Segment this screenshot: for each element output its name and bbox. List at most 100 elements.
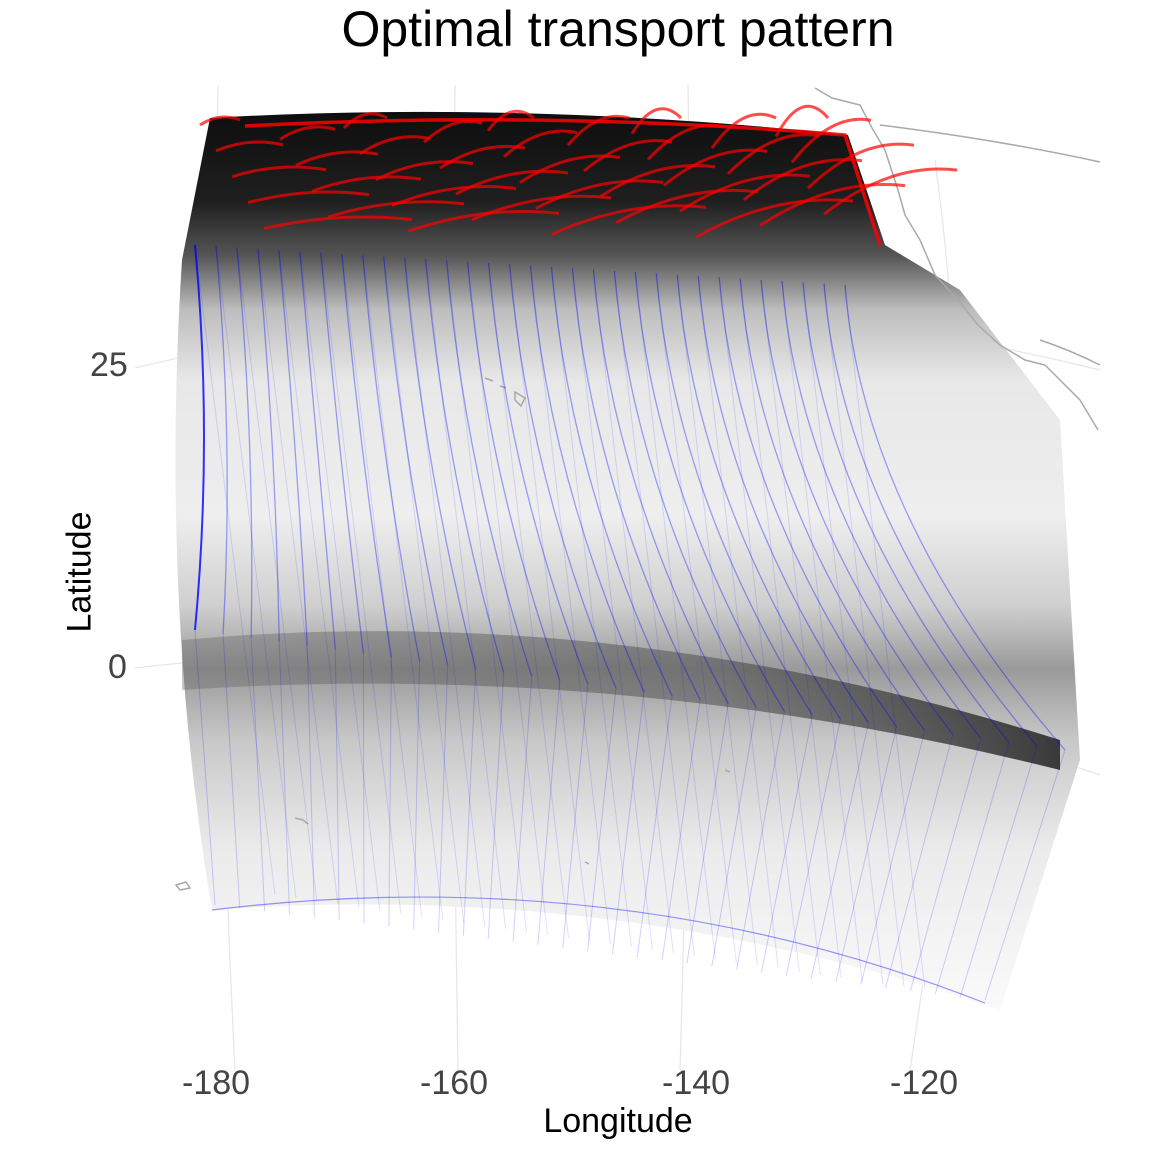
high-mass-transport-lines bbox=[199, 104, 958, 246]
flow-line bbox=[529, 265, 645, 693]
high-mass-flow-line bbox=[743, 158, 863, 201]
x-tick-label: -180 bbox=[182, 1064, 251, 1102]
flow-line bbox=[587, 688, 617, 952]
high-mass-flow-line bbox=[295, 150, 379, 167]
flow-line bbox=[739, 278, 821, 975]
flow-line bbox=[425, 259, 507, 929]
high-mass-flow-line bbox=[471, 194, 612, 222]
high-mass-flow-line bbox=[391, 185, 517, 207]
high-mass-flow-line bbox=[263, 215, 413, 230]
flow-line bbox=[781, 281, 863, 981]
flow-line bbox=[278, 641, 291, 915]
high-mass-flow-line bbox=[215, 140, 284, 153]
flow-line bbox=[636, 695, 673, 958]
flow-line bbox=[341, 253, 423, 917]
flow-line bbox=[676, 274, 758, 966]
flow-line bbox=[257, 248, 280, 642]
flow-line bbox=[802, 282, 884, 984]
high-mass-flow-line bbox=[759, 182, 906, 227]
flow-line bbox=[760, 715, 813, 973]
high-mass-flow-line bbox=[359, 135, 431, 156]
flow-line bbox=[718, 277, 800, 972]
flow-line bbox=[655, 273, 813, 716]
flow-line bbox=[487, 263, 589, 685]
flow-line bbox=[634, 272, 785, 712]
flow-line bbox=[462, 668, 477, 936]
flow-line bbox=[383, 256, 465, 923]
flow-line bbox=[550, 266, 632, 948]
flow-line bbox=[860, 730, 926, 985]
flow-line bbox=[910, 738, 982, 991]
flow-line bbox=[611, 691, 645, 955]
y-tick-label: 25 bbox=[90, 346, 128, 384]
flow-line bbox=[362, 653, 365, 924]
high-mass-flow-line bbox=[231, 165, 327, 179]
high-mass-flow-line bbox=[599, 163, 716, 199]
x-axis-label: Longitude bbox=[543, 1102, 693, 1140]
high-mass-flow-line bbox=[199, 115, 241, 127]
flow-line bbox=[388, 657, 392, 927]
flow-line bbox=[697, 275, 870, 724]
density-band-dark bbox=[182, 631, 1060, 770]
flow-line bbox=[438, 664, 449, 933]
flow-line bbox=[383, 256, 449, 665]
flow-line bbox=[697, 275, 779, 969]
flow-line bbox=[802, 282, 1010, 743]
flow-line bbox=[236, 247, 253, 638]
flow-line bbox=[194, 244, 276, 896]
flow-line bbox=[785, 718, 841, 976]
flow-line bbox=[413, 660, 421, 930]
high-mass-flow-line bbox=[630, 107, 683, 135]
flow-line bbox=[781, 281, 982, 739]
high-mass-flow-line bbox=[774, 104, 830, 138]
flow-line bbox=[529, 265, 611, 945]
x-tick-label: -160 bbox=[420, 1064, 489, 1102]
flow-line bbox=[512, 676, 533, 942]
flow-line bbox=[278, 250, 308, 646]
flow-line bbox=[334, 649, 340, 921]
flow-line bbox=[571, 268, 701, 700]
flow-line bbox=[362, 255, 444, 920]
high-mass-flow-line bbox=[726, 133, 820, 175]
high-mass-flow-line bbox=[710, 112, 777, 149]
flow-line bbox=[550, 266, 673, 697]
flow-line bbox=[257, 248, 339, 905]
flow-line bbox=[844, 284, 926, 991]
transport-lines bbox=[194, 244, 1066, 1004]
y-tick-label: 0 bbox=[108, 648, 127, 686]
high-mass-flow-line bbox=[342, 112, 388, 129]
flow-line bbox=[445, 260, 533, 677]
high-mass-flow-line bbox=[439, 144, 526, 170]
high-mass-flow-line bbox=[422, 119, 483, 144]
high-mass-flow-line bbox=[279, 125, 336, 141]
flow-line bbox=[404, 257, 486, 926]
flow-line bbox=[718, 277, 898, 728]
flow-line bbox=[661, 699, 701, 961]
high-mass-flow-line bbox=[244, 118, 882, 246]
flow-line bbox=[823, 283, 1038, 747]
flow-line bbox=[341, 253, 393, 658]
border-line bbox=[879, 124, 1101, 163]
high-mass-flow-line bbox=[503, 129, 578, 158]
high-mass-flow-line bbox=[311, 175, 422, 193]
flow-line bbox=[537, 680, 561, 945]
high-mass-flow-line bbox=[790, 117, 872, 164]
x-tick-label: -120 bbox=[890, 1064, 959, 1102]
border-line bbox=[1039, 339, 1101, 366]
flow-line bbox=[424, 259, 505, 673]
flow-line bbox=[211, 896, 986, 1004]
flow-line bbox=[362, 255, 421, 662]
flow-line bbox=[760, 279, 954, 735]
coastlines bbox=[174, 87, 1101, 891]
flow-line bbox=[823, 283, 905, 987]
flow-line bbox=[686, 703, 729, 964]
flow-line bbox=[404, 257, 477, 669]
flow-line bbox=[934, 742, 1010, 995]
density-grid bbox=[175, 111, 1080, 1011]
high-mass-flow-line bbox=[679, 173, 811, 213]
high-mass-flow-line bbox=[535, 179, 664, 210]
x-tick-label: -140 bbox=[662, 1064, 731, 1102]
flow-line bbox=[959, 745, 1038, 998]
high-mass-flow-line bbox=[519, 154, 621, 184]
